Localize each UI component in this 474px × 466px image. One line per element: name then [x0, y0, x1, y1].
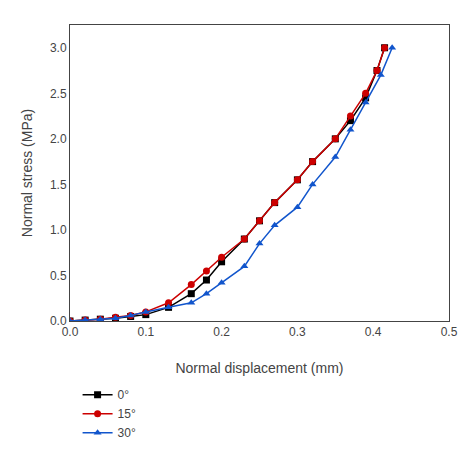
svg-text:1.5: 1.5 — [50, 178, 67, 192]
svg-text:1.0: 1.0 — [50, 223, 67, 237]
svg-text:30°: 30° — [118, 426, 136, 440]
svg-text:2.0: 2.0 — [50, 132, 67, 146]
svg-text:0.5: 0.5 — [441, 325, 458, 339]
svg-text:15°: 15° — [118, 407, 136, 421]
svg-text:Normal displacement (mm): Normal displacement (mm) — [175, 360, 343, 376]
svg-text:3.0: 3.0 — [50, 41, 67, 55]
svg-text:0.0: 0.0 — [50, 314, 67, 328]
svg-text:0.5: 0.5 — [50, 269, 67, 283]
svg-text:Normal stress (MPa): Normal stress (MPa) — [19, 109, 35, 237]
svg-text:0.2: 0.2 — [213, 325, 230, 339]
svg-text:0.0: 0.0 — [62, 325, 79, 339]
svg-text:0.1: 0.1 — [137, 325, 154, 339]
svg-text:0.3: 0.3 — [289, 325, 306, 339]
svg-text:2.5: 2.5 — [50, 87, 67, 101]
svg-text:0°: 0° — [118, 388, 130, 402]
svg-text:0.4: 0.4 — [365, 325, 382, 339]
